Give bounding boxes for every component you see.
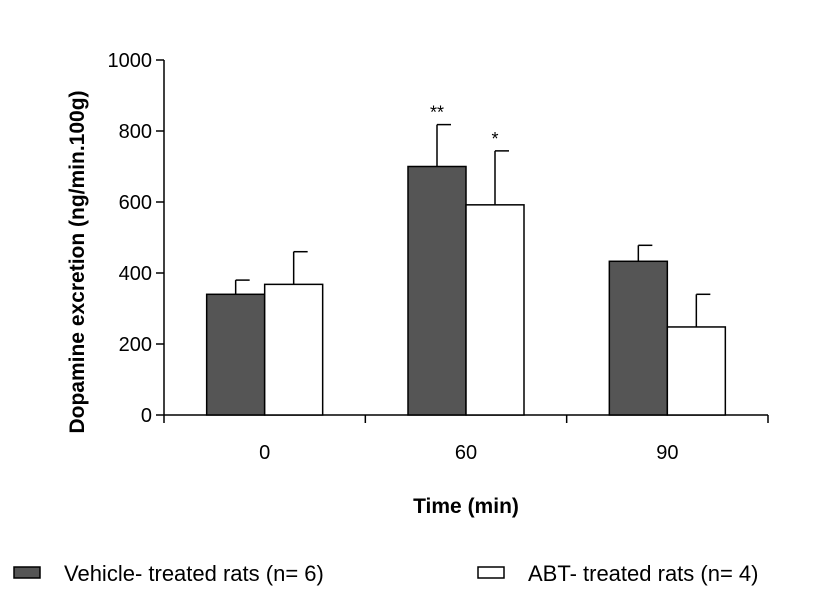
legend-swatch	[477, 566, 505, 579]
y-tick-label: 1000	[108, 50, 153, 72]
x-tick-label: 90	[656, 442, 678, 464]
y-axis-label: Dopamine excretion (ng/min.100g)	[66, 90, 89, 433]
bar	[205, 293, 266, 416]
bar	[465, 204, 525, 416]
bar	[263, 283, 324, 416]
y-tick-label: 800	[119, 121, 152, 143]
legend-label: Vehicle- treated rats (n= 6)	[64, 561, 324, 586]
significance-marker: **	[430, 103, 444, 123]
bar	[608, 260, 669, 416]
x-tick-label: 0	[259, 442, 270, 464]
x-tick-label: 60	[455, 442, 477, 464]
x-axis-label: Time (min)	[413, 495, 519, 518]
legend-label: ABT- treated rats (n= 4)	[528, 561, 758, 586]
significance-marker: *	[491, 129, 498, 149]
bar	[666, 326, 727, 416]
y-tick-label: 600	[119, 192, 152, 214]
y-tick-label: 400	[119, 263, 152, 285]
legend-swatch	[13, 566, 41, 579]
y-tick-label: 200	[119, 334, 152, 356]
y-tick-label: 0	[141, 405, 152, 427]
bar	[407, 165, 467, 416]
